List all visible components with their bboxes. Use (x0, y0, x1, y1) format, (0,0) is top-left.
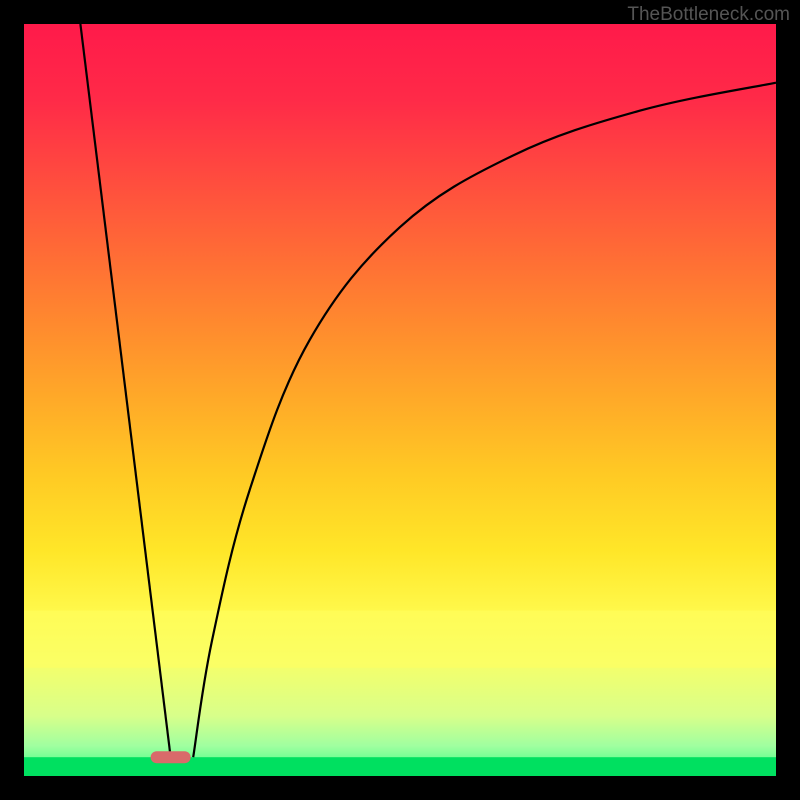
optimal-marker (151, 751, 191, 763)
bottleneck-chart: TheBottleneck.com (0, 0, 800, 800)
watermark-text: TheBottleneck.com (627, 4, 790, 26)
chart-svg (0, 0, 800, 800)
